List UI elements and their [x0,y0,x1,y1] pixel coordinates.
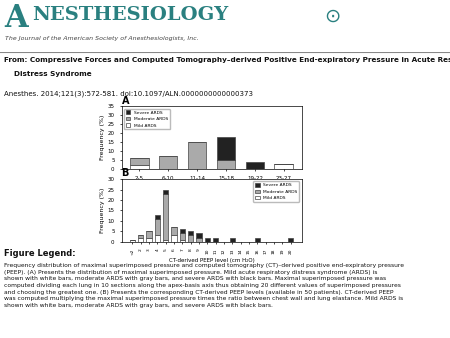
Text: Distress Syndrome: Distress Syndrome [4,71,92,77]
Bar [180,229,185,233]
Bar [180,240,185,242]
Bar [130,240,135,242]
Bar [146,238,152,242]
Text: Figure Legend:: Figure Legend: [4,248,76,258]
Text: ⊙: ⊙ [324,6,340,25]
Y-axis label: Frequency (%): Frequency (%) [100,115,105,161]
Bar [188,231,194,235]
Bar [196,233,202,238]
X-axis label: Maximal Superimposed Pressure  (cm H₂O): Maximal Superimposed Pressure (cm H₂O) [152,184,271,189]
Text: A: A [4,3,28,33]
Bar [146,231,152,238]
Legend: Severe ARDS, Moderate ARDS, Mild ARDS: Severe ARDS, Moderate ARDS, Mild ARDS [253,182,299,202]
Bar [188,235,194,242]
Legend: Severe ARDS, Moderate ARDS, Mild ARDS: Severe ARDS, Moderate ARDS, Mild ARDS [124,109,170,129]
Bar [130,165,148,169]
Bar [196,238,202,242]
Text: The Journal of the American Society of Anesthesiologists, Inc.: The Journal of the American Society of A… [5,35,199,41]
Bar [171,227,177,235]
Bar [163,194,168,240]
Bar [159,156,177,169]
X-axis label: CT-derived PEEP level (cm H₂O): CT-derived PEEP level (cm H₂O) [169,258,254,263]
Bar [216,137,235,160]
Bar [163,190,168,194]
Bar [171,235,177,242]
Y-axis label: Frequency (%): Frequency (%) [100,188,105,233]
Text: A: A [122,96,129,106]
Bar [155,219,160,235]
Bar [155,235,160,242]
Bar [188,142,207,169]
Bar [246,162,264,169]
Bar [138,235,144,238]
Bar [138,238,144,242]
Text: NESTHESIOLOGY: NESTHESIOLOGY [32,6,229,24]
Bar [288,238,293,242]
Bar [216,160,235,169]
Bar [213,238,218,242]
Text: From: Compressive Forces and Computed Tomography–derived Positive End-expiratory: From: Compressive Forces and Computed To… [4,56,450,63]
Bar [130,158,148,165]
Text: Frequency distribution of maximal superimposed pressure and computed tomography : Frequency distribution of maximal superi… [4,263,405,308]
Bar [155,215,160,219]
Bar [180,233,185,240]
Bar [205,238,210,242]
Bar [163,240,168,242]
Bar [230,238,235,242]
Text: B: B [122,168,129,178]
Text: Anesthes. 2014;121(3):572-581. doi:10.1097/ALN.0000000000000373: Anesthes. 2014;121(3):572-581. doi:10.10… [4,90,253,97]
Bar [255,238,260,242]
Bar [274,164,293,169]
